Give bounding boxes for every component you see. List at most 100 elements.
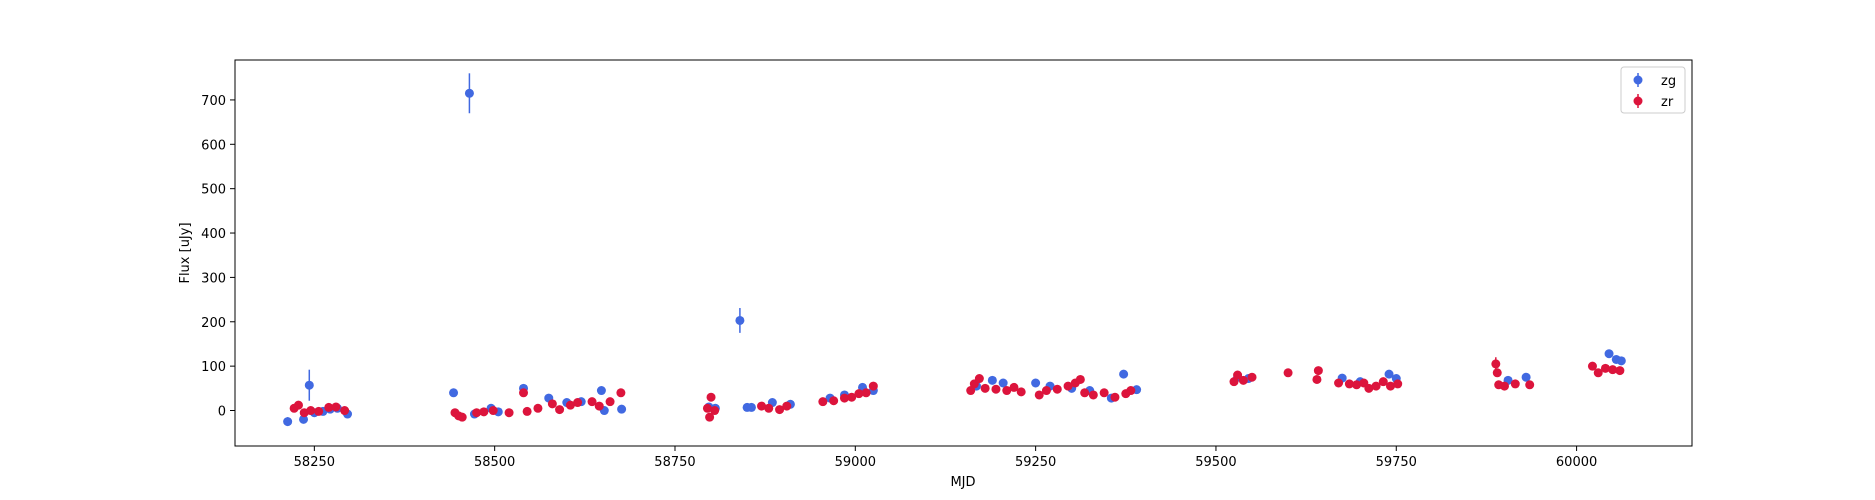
data-point [293,400,303,410]
plot-frame [234,59,1693,447]
data-point [1229,377,1239,387]
data-point [449,388,459,398]
data-point [1352,380,1362,390]
x-tick-label: 59000 [835,455,876,470]
data-point [596,386,606,396]
data-point [522,406,532,416]
legend-label: zr [1661,95,1674,110]
data-point [1491,359,1501,369]
x-axis: 58250 58500 58750 59000 59250 59500 59750 60000 [294,446,1597,470]
x-tick-label: 58750 [654,455,695,470]
x-tick-label: 58500 [474,455,515,470]
data-point [1041,386,1051,396]
y-axis: 0 100 200 300 400 500 600 700 [201,94,235,420]
data-point [764,403,774,413]
data-point [1600,363,1610,373]
data-point [573,398,583,408]
data-point [991,384,1001,394]
data-point [998,378,1008,388]
data-point [702,403,712,413]
x-tick-label: 58250 [294,455,335,470]
data-point [340,406,350,416]
data-points [283,73,1626,427]
data-point [757,401,767,411]
data-point [1313,366,1323,376]
data-point [1593,368,1603,378]
data-point [1608,365,1618,375]
y-tick-label: 500 [201,183,226,198]
data-point [457,412,467,422]
data-point [324,402,334,412]
data-point [987,375,997,385]
data-point [1616,356,1626,366]
data-point [1510,379,1520,389]
data-point [1312,374,1322,384]
y-tick-label: 600 [201,138,226,153]
data-point [1283,368,1293,378]
x-axis-label: MJD [950,475,975,490]
legend-marker [1633,96,1643,106]
data-point [1247,372,1257,382]
data-point [1031,378,1041,388]
data-point [1386,381,1396,391]
data-point [1521,372,1531,382]
data-point [1238,375,1248,385]
data-point [587,397,597,407]
data-point [847,392,857,402]
data-point [1499,381,1509,391]
data-point [565,400,575,410]
data-point [746,402,756,412]
data-point [617,404,627,414]
data-point [331,402,341,412]
data-point [1016,387,1026,397]
data-point [464,88,474,98]
data-point [1525,380,1535,390]
data-point [1233,370,1243,380]
data-point [1088,390,1098,400]
data-point [1364,383,1374,393]
data-point [1075,374,1085,384]
data-point [616,388,626,398]
data-point [1034,390,1044,400]
x-tick-label: 60000 [1556,455,1597,470]
plot-background [235,60,1692,446]
data-point [1110,392,1120,402]
legend: zg zr [1620,66,1686,114]
x-tick-label: 59750 [1376,455,1417,470]
data-point [1615,366,1625,376]
data-point [605,397,615,407]
y-tick-label: 100 [201,360,226,375]
data-point [519,388,529,398]
data-point [782,401,792,411]
data-point [306,406,316,416]
data-point [504,408,514,418]
data-point [1002,386,1012,396]
data-point [1378,377,1388,387]
data-point [1371,381,1381,391]
data-point [533,403,543,413]
data-point [829,396,839,406]
data-point [854,389,864,399]
data-point [314,406,324,416]
data-point [479,407,489,417]
data-point [1080,388,1090,398]
data-point [861,388,871,398]
y-tick-label: 0 [218,405,226,420]
data-point [472,408,482,418]
data-point [735,315,745,325]
data-point [980,383,990,393]
legend-marker [1633,75,1643,85]
data-point [299,414,309,424]
series-zr [289,357,1625,422]
data-point [1587,361,1597,371]
data-point [706,392,716,402]
data-point [1492,368,1502,378]
data-point [974,374,984,384]
y-tick-label: 700 [201,94,226,109]
data-point [868,381,878,391]
data-point [1119,369,1129,379]
x-tick-label: 59250 [1015,455,1056,470]
data-point [488,406,498,416]
data-point [839,393,849,403]
